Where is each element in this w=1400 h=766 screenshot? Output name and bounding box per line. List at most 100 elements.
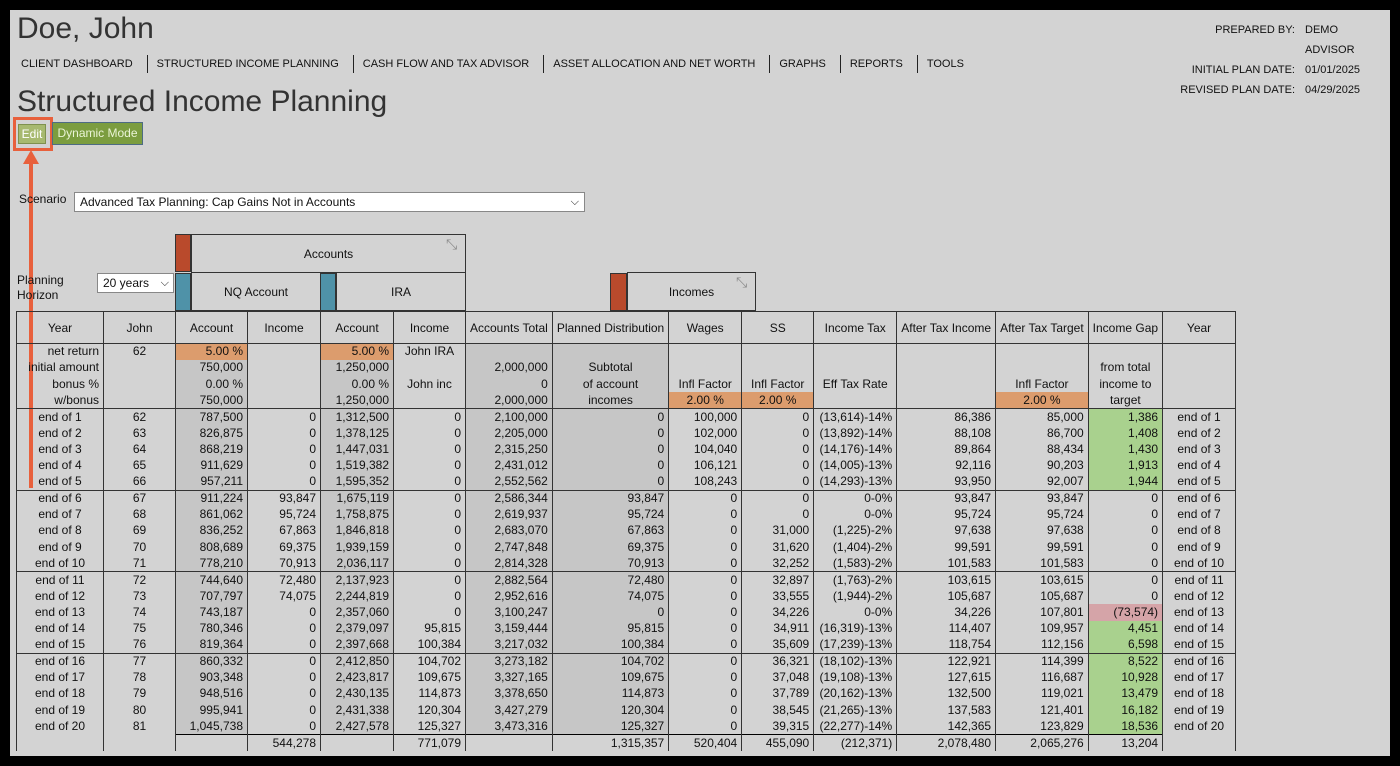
nav-item-reports[interactable]: REPORTS [841, 55, 918, 73]
table-cell: 0 [247, 604, 321, 621]
table-cell: 836,252 [175, 522, 248, 540]
table-cell: 1,675,119 [320, 489, 394, 507]
table-cell: 0 [393, 473, 466, 491]
column-header: Year [1162, 311, 1237, 344]
table-cell: end of 11 [16, 571, 104, 588]
parameter-cell [741, 342, 815, 360]
table-cell: 903,348 [175, 669, 248, 686]
table-cell: 0 [741, 441, 815, 458]
edit-button[interactable]: Edit [18, 124, 46, 144]
planning-horizon-select[interactable]: 20 years ⌵ [97, 273, 174, 293]
table-cell: 1,312,500 [320, 408, 394, 425]
table-row: end of 14 75 780,346 0 2,379,097 95,815 3,159,… [16, 620, 1237, 637]
table-cell: 1,846,818 [320, 522, 394, 540]
total-cell: 544,278 [247, 734, 321, 751]
table-cell: 132,500 [896, 685, 997, 703]
nav-item-cash-flow-and-tax-advisor[interactable]: CASH FLOW AND TAX ADVISOR [354, 55, 545, 73]
parameter-cell[interactable]: 2.00 % [995, 392, 1089, 410]
table-cell: 38,545 [741, 702, 815, 719]
parameter-cell: Subtotal [551, 359, 670, 377]
table-cell: 0 [1087, 506, 1164, 523]
parameter-cell: 1,250,000 [320, 359, 394, 377]
table-cell: 995,941 [175, 702, 248, 719]
table-cell: end of 17 [16, 669, 104, 686]
parameter-cell: 2,000,000 [465, 359, 553, 377]
plan-info-label: REVISED PLAN DATE: [1180, 84, 1295, 96]
plan-info-row: PREPARED BY: DEMO ADVISOR [1155, 20, 1386, 60]
table-cell: 0-0% [813, 506, 898, 523]
nav-item-tools[interactable]: TOOLS [926, 58, 964, 70]
nav-item-client-dashboard[interactable]: CLIENT DASHBOARD [12, 55, 148, 73]
parameter-cell[interactable]: 0.00 % [320, 376, 394, 393]
nav-item-structured-income-planning[interactable]: STRUCTURED INCOME PLANNING [148, 55, 354, 73]
table-cell: (21,265)-13% [813, 702, 898, 719]
collapse-arrows-icon[interactable]: ⤡ [446, 236, 458, 252]
parameter-cell: 750,000 [175, 359, 248, 377]
table-row: end of 6 67 911,224 93,847 1,675,119 0 2,586,3… [16, 489, 1237, 507]
accounts-color-swatch [175, 234, 191, 272]
parameter-cell[interactable]: 2.00 % [668, 392, 743, 410]
table-cell: 90,203 [995, 457, 1089, 474]
total-cell [1162, 734, 1237, 751]
table-cell: 10,928 [1087, 669, 1164, 686]
parameter-cell [896, 342, 997, 360]
table-cell: 0 [668, 555, 743, 572]
collapse-arrows-icon[interactable]: ⤡ [736, 274, 748, 290]
table-cell: end of 15 [16, 636, 104, 654]
table-cell: 118,754 [896, 636, 997, 654]
table-cell: 114,873 [551, 685, 670, 703]
plan-info-label: INITIAL PLAN DATE: [1191, 64, 1295, 76]
parameter-cell: initial amount [16, 359, 104, 377]
nq-account-color-swatch [175, 273, 191, 311]
column-header: Wages [668, 311, 743, 344]
table-cell: end of 13 [16, 604, 104, 621]
dynamic-mode-button[interactable]: Dynamic Mode [52, 122, 143, 145]
table-cell: 4,451 [1087, 620, 1164, 637]
nav-item-asset-allocation-and-net-worth[interactable]: ASSET ALLOCATION AND NET WORTH [544, 55, 771, 73]
table-cell: 2,431,338 [320, 702, 394, 719]
table-cell: 0 [393, 604, 466, 621]
parameter-cell[interactable]: 5.00 % [320, 342, 394, 360]
table-cell: 0 [551, 424, 670, 442]
parameter-cell[interactable]: 0.00 % [175, 376, 248, 393]
table-cell: 860,332 [175, 652, 248, 670]
table-cell: 114,873 [393, 685, 466, 703]
table-cell: 0 [551, 604, 670, 621]
table-cell: 100,384 [393, 636, 466, 654]
table-cell: 142,365 [896, 718, 997, 735]
table-cell: 0 [668, 539, 743, 556]
table-row: end of 5 66 957,211 0 1,595,352 0 2,552,562 0 10… [16, 473, 1237, 491]
parameter-cell: incomes [551, 392, 670, 410]
total-cell: 13,204 [1087, 734, 1164, 751]
table-cell: 103,615 [995, 571, 1089, 588]
table-cell: 70,913 [551, 555, 670, 572]
parameter-cell[interactable]: 2.00 % [741, 392, 815, 410]
table-cell: end of 9 [16, 539, 104, 556]
table-cell: 0 [393, 522, 466, 540]
table-cell: 74 [103, 604, 176, 621]
table-cell: 137,583 [896, 702, 997, 719]
plan-info-row: REVISED PLAN DATE: 04/29/2025 [1155, 80, 1386, 100]
plan-info: PREPARED BY: DEMO ADVISOR INITIAL PLAN DAT… [1155, 20, 1386, 100]
column-header: Income Tax [813, 311, 898, 344]
table-cell: 787,500 [175, 408, 248, 425]
table-cell: 0 [741, 506, 815, 523]
parameter-cell [1162, 359, 1237, 377]
parameter-row: initial amount 750,000 1,250,000 2,000,000 S… [16, 359, 1237, 377]
table-cell: 2,397,668 [320, 636, 394, 654]
scenario-select[interactable]: Advanced Tax Planning: Cap Gains Not in … [74, 192, 585, 212]
totals-row: 544,278 771,079 1,315,357 520,404 455,090 (21… [16, 734, 1237, 751]
table-cell: 8,522 [1087, 652, 1164, 670]
table-cell: 119,021 [995, 685, 1089, 703]
table-row: end of 20 81 1,045,738 0 2,427,578 125,327 3,4… [16, 718, 1237, 735]
nav-item-graphs[interactable]: GRAPHS [770, 55, 841, 73]
table-cell: end of 7 [16, 506, 104, 523]
parameter-cell [813, 392, 898, 410]
table-cell: 0-0% [813, 489, 898, 507]
page-title: Structured Income Planning [17, 85, 388, 118]
parameter-cell[interactable]: 5.00 % [175, 342, 248, 360]
table-cell: 95,815 [393, 620, 466, 637]
table-cell: (1,944)-2% [813, 587, 898, 605]
table-cell: 95,724 [995, 506, 1089, 523]
planning-horizon-value: 20 years [103, 276, 150, 290]
